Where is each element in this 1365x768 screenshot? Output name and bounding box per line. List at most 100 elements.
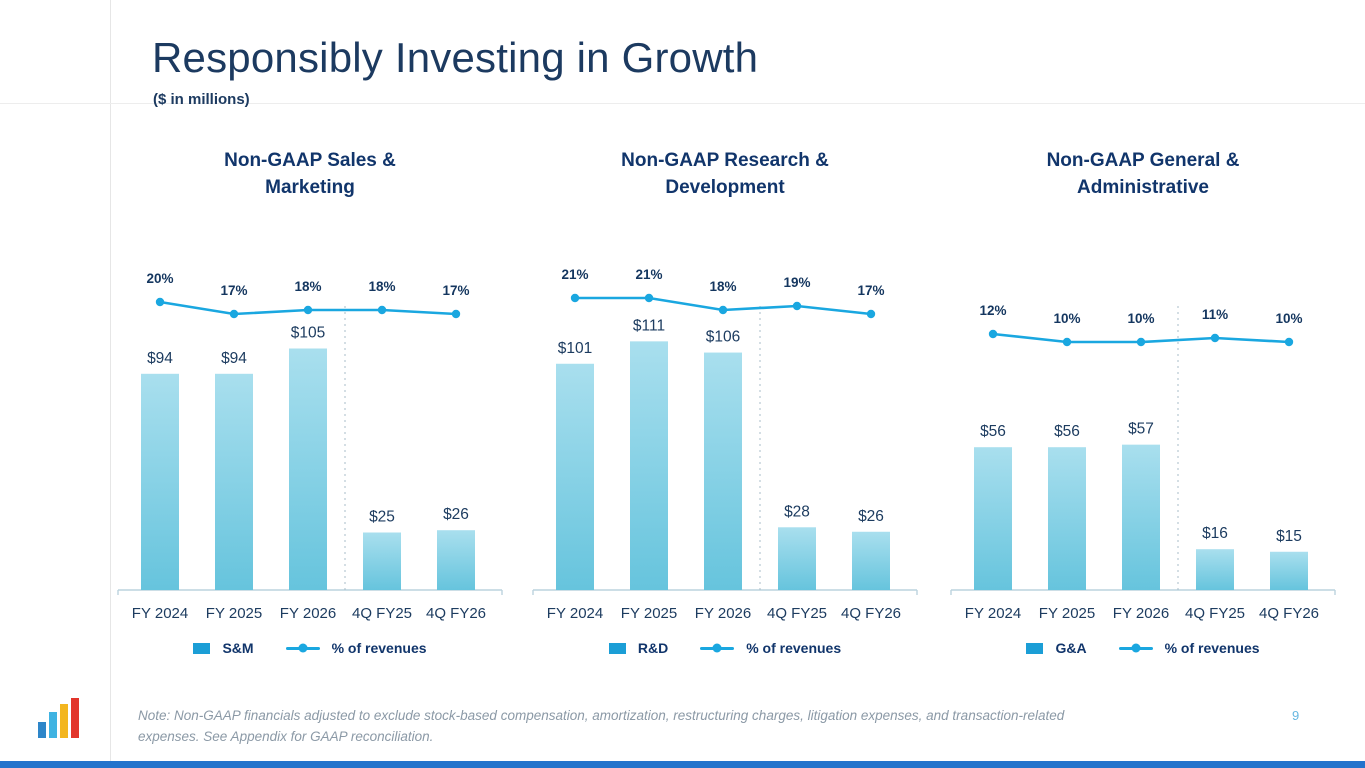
x-axis-label: FY 2025: [1039, 605, 1095, 622]
pct-line-marker: [792, 301, 802, 311]
pct-label: 18%: [709, 279, 736, 294]
pct-label: 17%: [857, 283, 884, 298]
x-axis-label: 4Q FY25: [1185, 605, 1245, 622]
line-series-marker: [1118, 643, 1153, 653]
pct-label: 11%: [1202, 307, 1228, 322]
bar: [1196, 549, 1234, 590]
pct-line-marker: [570, 293, 580, 303]
pct-line-marker: [229, 309, 239, 319]
chart-title: Non-GAAP Sales & Marketing: [224, 150, 396, 198]
page-number: 9: [1292, 708, 1300, 723]
line-series-marker: [285, 643, 320, 653]
bar-series-swatch: [1026, 642, 1044, 654]
pct-line-marker: [303, 305, 313, 315]
bar-value-label: $105: [291, 325, 325, 342]
bar-series-swatch: [608, 642, 626, 654]
sales-marketing-chart: $94 $94 $105 $25 $26 20% 17% 18% 18% 17% FY 2024 FY…: [117, 271, 503, 622]
x-axis-label: FY 2025: [621, 605, 677, 622]
pct-line-marker: [644, 293, 654, 303]
pct-label: 10%: [1127, 311, 1154, 326]
bar-value-label: $25: [369, 509, 395, 526]
x-axis-label: FY 2026: [1113, 605, 1169, 622]
pct-label: 17%: [442, 283, 469, 298]
bar: [778, 527, 816, 590]
chart-title: Non-GAAP Research & Development: [621, 150, 829, 198]
bar: [437, 530, 475, 590]
bar-value-label: $28: [784, 503, 810, 520]
pct-line-marker: [377, 305, 387, 315]
slide-subtitle: ($ in millions): [153, 91, 250, 108]
slide-title: Responsibly Investing in Growth: [152, 34, 759, 81]
x-axis-label: FY 2026: [280, 605, 336, 622]
bar-series-label: S&M: [222, 640, 254, 656]
pct-line-marker: [1210, 333, 1220, 343]
chart-panel-sales-marketing: Non-GAAP Sales & Marketing $94 $94 $105 $25…: [115, 148, 505, 678]
x-axis-label: 4Q FY25: [767, 605, 827, 622]
research-development-chart: $101 $111 $106 $28 $26 21% 21% 18% 19% 17% FY 2024…: [532, 267, 918, 622]
bar: [974, 447, 1012, 590]
pct-label: 19%: [783, 275, 810, 290]
line-marker-dot: [1131, 643, 1141, 653]
x-axis-label: 4Q FY26: [841, 605, 901, 622]
bar-value-label: $57: [1128, 421, 1154, 438]
bar: [1270, 551, 1308, 590]
bar-value-label: $56: [1054, 423, 1080, 440]
x-axis-label: FY 2024: [547, 605, 603, 622]
chart-legend: R&D % of revenues: [530, 640, 920, 656]
pct-line-marker: [155, 297, 165, 307]
line-series-label: % of revenues: [1164, 640, 1260, 656]
chart-legend: S&M % of revenues: [115, 640, 505, 656]
x-axis-label: FY 2026: [695, 605, 751, 622]
x-axis-label: FY 2024: [965, 605, 1021, 622]
logo-bar: [49, 712, 57, 738]
bottom-accent-bar: [0, 761, 1365, 768]
bar: [852, 531, 890, 590]
bar-value-label: $94: [221, 350, 247, 367]
pct-line-marker: [1136, 337, 1146, 347]
chart-title: Non-GAAP General & Administrative: [1046, 150, 1240, 198]
general-administrative-chart: $56 $56 $57 $16 $15 12% 10% 10% 11% 10% FY 2024 FY …: [950, 303, 1336, 622]
bar-series-label: R&D: [637, 640, 669, 656]
pct-label: 10%: [1275, 311, 1302, 326]
bar-value-label: $26: [858, 508, 884, 525]
company-logo-bar-chart-icon: [38, 696, 79, 738]
pct-line-marker: [451, 309, 461, 319]
bar-value-label: $26: [443, 506, 469, 523]
bar: [363, 532, 401, 590]
pct-line-marker: [988, 329, 998, 339]
bar: [704, 352, 742, 590]
line-marker-dot: [298, 643, 308, 653]
bar-series-swatch: [193, 642, 211, 654]
bar: [1122, 444, 1160, 590]
bar-value-label: $106: [706, 329, 740, 346]
bar: [141, 373, 179, 590]
bar: [289, 348, 327, 590]
chart-panel-general-administrative: Non-GAAP General & Administrative $56 $56…: [948, 148, 1338, 678]
pct-label: 18%: [368, 279, 395, 294]
x-axis-label: FY 2024: [132, 605, 188, 622]
line-series-label: % of revenues: [746, 640, 842, 656]
logo-bar: [38, 722, 46, 738]
x-axis-label: 4Q FY25: [352, 605, 412, 622]
header-rule: [0, 103, 1365, 104]
pct-label: 21%: [635, 267, 662, 282]
line-series-marker: [700, 643, 735, 653]
pct-label: 18%: [294, 279, 321, 294]
pct-label: 12%: [979, 303, 1006, 318]
pct-line-marker: [1284, 337, 1294, 347]
bar: [556, 363, 594, 590]
bar-value-label: $101: [558, 340, 592, 357]
footnote: Note: Non-GAAP financials adjusted to ex…: [138, 708, 1065, 744]
pct-label: 10%: [1053, 311, 1080, 326]
bar: [630, 341, 668, 590]
x-axis-label: 4Q FY26: [1259, 605, 1319, 622]
x-axis-label: 4Q FY26: [426, 605, 486, 622]
x-axis-label: FY 2025: [206, 605, 262, 622]
pct-line-marker: [1062, 337, 1072, 347]
pct-line-marker: [718, 305, 728, 315]
bar-value-label: $94: [147, 350, 173, 367]
pct-line-marker: [866, 309, 876, 319]
bar: [1048, 447, 1086, 590]
bar-value-label: $16: [1202, 525, 1228, 542]
line-series-label: % of revenues: [331, 640, 427, 656]
